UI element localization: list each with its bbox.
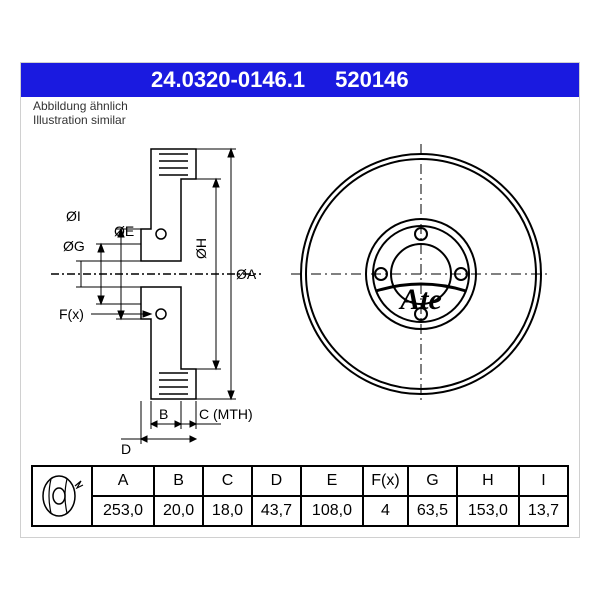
label-G: ØG: [63, 238, 85, 254]
val-G: 63,5: [408, 496, 457, 526]
col-I: I: [519, 466, 568, 496]
val-H: 153,0: [457, 496, 519, 526]
label-H: ØH: [193, 238, 209, 259]
label-E: ØE: [114, 223, 134, 239]
subtitle-block: Abbildung ähnlich Illustration similar: [21, 97, 579, 129]
label-B: B: [159, 406, 168, 422]
diagram-svg: ØI ØG ØE ØH ØA F(x) B C (MTH) D: [21, 129, 581, 459]
table-header-row: A B C D E F(x) G H I: [32, 466, 568, 496]
val-B: 20,0: [154, 496, 203, 526]
label-A: ØA: [236, 266, 257, 282]
col-C: C: [203, 466, 252, 496]
table-value-row: 253,0 20,0 18,0 43,7 108,0 4 63,5 153,0 …: [32, 496, 568, 526]
secondary-code: 520146: [335, 67, 408, 93]
label-F: F(x): [59, 306, 84, 322]
disc-icon: [37, 471, 87, 521]
technical-diagram: ØI ØG ØE ØH ØA F(x) B C (MTH) D: [21, 129, 579, 459]
val-E: 108,0: [301, 496, 363, 526]
val-D: 43,7: [252, 496, 301, 526]
label-C: C (MTH): [199, 406, 253, 422]
col-H: H: [457, 466, 519, 496]
dimension-table-wrap: A B C D E F(x) G H I 253,0 20,0 18,0 43,…: [21, 459, 579, 537]
label-I: ØI: [66, 208, 81, 224]
col-E: E: [301, 466, 363, 496]
col-G: G: [408, 466, 457, 496]
col-D: D: [252, 466, 301, 496]
val-I: 13,7: [519, 496, 568, 526]
spec-card: 24.0320-0146.1 520146 Abbildung ähnlich …: [20, 62, 580, 538]
label-D: D: [121, 441, 131, 457]
subtitle-line-2: Illustration similar: [33, 113, 567, 127]
header-bar: 24.0320-0146.1 520146: [21, 63, 579, 97]
dimension-table: A B C D E F(x) G H I 253,0 20,0 18,0 43,…: [31, 465, 569, 527]
col-F: F(x): [363, 466, 408, 496]
col-B: B: [154, 466, 203, 496]
part-number: 24.0320-0146.1: [151, 67, 305, 93]
icon-cell: [32, 466, 92, 526]
val-C: 18,0: [203, 496, 252, 526]
col-A: A: [92, 466, 154, 496]
val-F: 4: [363, 496, 408, 526]
brand-logo: Ate: [398, 283, 442, 316]
subtitle-line-1: Abbildung ähnlich: [33, 99, 567, 113]
val-A: 253,0: [92, 496, 154, 526]
